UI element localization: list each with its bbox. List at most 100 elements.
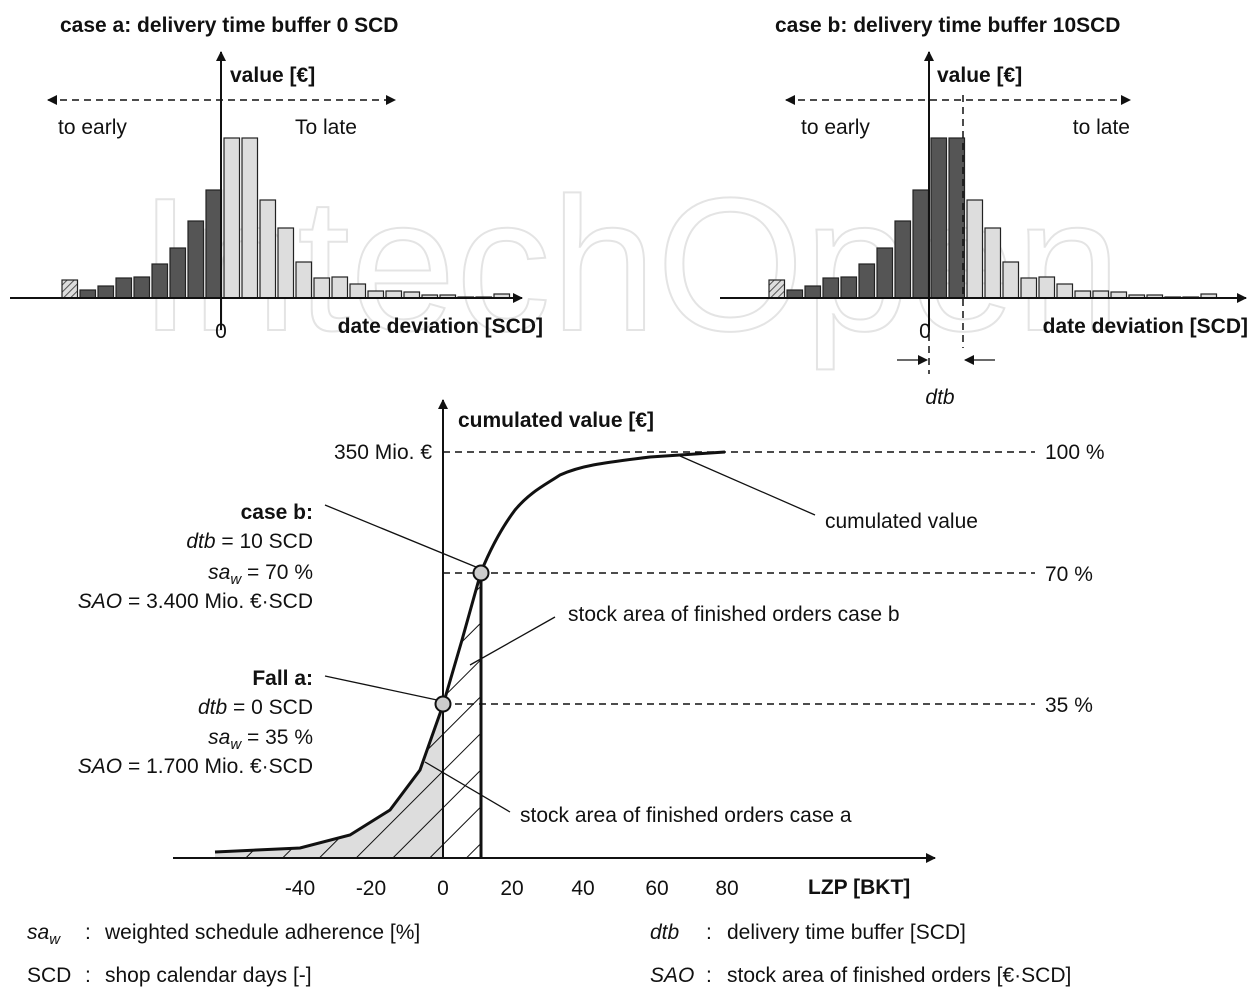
x-tick-label: -40 — [285, 877, 315, 900]
bar — [367, 290, 385, 299]
leader — [424, 761, 511, 813]
bar — [277, 227, 295, 299]
heading: case b: — [241, 501, 313, 524]
y-axis-label: value [€] — [230, 64, 315, 87]
x-axis-label: date deviation [SCD] — [338, 315, 543, 338]
leader — [324, 675, 438, 701]
level-label: 100 % — [1045, 441, 1105, 464]
early-label: to early — [58, 116, 127, 139]
bar — [1074, 290, 1092, 299]
zero-label: 0 — [919, 320, 931, 343]
x-axis-label: date deviation [SCD] — [1043, 315, 1248, 338]
x-ticks: -40 -20 0 20 40 60 80 — [285, 877, 739, 900]
bar — [1002, 261, 1020, 299]
bar — [1092, 290, 1110, 299]
bar — [1056, 283, 1074, 299]
legend-sep: : — [706, 964, 712, 987]
case-a-annotation: Fall a: dtb = 0 SCD saw = 35 % SAO = 1.7… — [78, 667, 313, 778]
sao: SAO = 1.700 Mio. €·SCD — [78, 755, 313, 778]
legend-symbol: SAO — [650, 964, 694, 987]
sa: saw = 35 % — [208, 726, 313, 753]
x-tick-label: 60 — [645, 877, 668, 900]
bar — [1020, 277, 1038, 299]
bar — [822, 277, 840, 299]
x-axis-label: LZP [BKT] — [808, 876, 910, 899]
title: case a: delivery time buffer 0 SCD — [60, 14, 398, 37]
case-b-annotation: case b: dtb = 10 SCD saw = 70 % SAO = 3.… — [78, 501, 313, 613]
bar — [768, 279, 786, 299]
histogram-a: case a: delivery time buffer 0 SCD value… — [10, 14, 543, 343]
case-a-point — [434, 695, 452, 713]
bar — [804, 285, 822, 299]
bar — [79, 289, 97, 299]
level-label: 35 % — [1045, 694, 1093, 717]
bar — [349, 283, 367, 299]
bar — [187, 220, 205, 299]
case-b-point — [472, 564, 490, 582]
bar — [151, 263, 169, 299]
bar — [840, 276, 858, 299]
x-tick-label: 20 — [500, 877, 523, 900]
heading: Fall a: — [252, 667, 313, 690]
bar — [966, 199, 984, 299]
legend-sep: : — [85, 921, 91, 944]
legend: saw : weighted schedule adherence [%] SC… — [27, 921, 1071, 987]
bar — [259, 199, 277, 299]
legend-symbol: dtb — [650, 921, 680, 944]
cumulative-chart: cumulated value [€] LZP [BKT] 350 Mio. €… — [78, 399, 1105, 900]
dtb: dtb = 0 SCD — [198, 696, 313, 719]
legend-sep: : — [706, 921, 712, 944]
legend-symbol: saw — [27, 921, 61, 948]
leader — [679, 455, 816, 516]
leader — [324, 504, 477, 568]
bar — [331, 276, 349, 299]
dtb: dtb = 10 SCD — [186, 530, 313, 553]
bar — [385, 290, 403, 299]
curve-label: cumulated value — [825, 510, 978, 533]
bar — [894, 220, 912, 299]
legend-text: stock area of finished orders [€·SCD] — [727, 964, 1071, 987]
x-tick-label: 0 — [437, 877, 449, 900]
bar — [205, 189, 223, 299]
histogram-b: case b: delivery time buffer 10SCD value… — [720, 14, 1248, 409]
bar — [858, 263, 876, 299]
bar — [984, 227, 1002, 299]
leader — [469, 616, 556, 666]
bar — [1038, 276, 1056, 299]
level-label: 70 % — [1045, 563, 1093, 586]
legend-text: delivery time buffer [SCD] — [727, 921, 966, 944]
bar — [876, 247, 894, 299]
late-label: To late — [295, 116, 357, 139]
stock-area-b — [443, 572, 481, 858]
late-label: to late — [1073, 116, 1130, 139]
bar — [133, 276, 151, 299]
bar — [241, 137, 259, 299]
early-label: to early — [801, 116, 870, 139]
bar — [912, 189, 930, 299]
legend-text: weighted schedule adherence [%] — [104, 921, 420, 944]
bar — [169, 247, 187, 299]
bar — [930, 137, 948, 299]
bar — [295, 261, 313, 299]
bar — [97, 285, 115, 299]
sa: saw = 70 % — [208, 561, 313, 588]
bar — [313, 277, 331, 299]
legend-text: shop calendar days [-] — [105, 964, 312, 987]
bar — [786, 289, 804, 299]
stock-b-label: stock area of finished orders case b — [568, 603, 900, 626]
zero-label: 0 — [215, 320, 227, 343]
sao: SAO = 3.400 Mio. €·SCD — [78, 590, 313, 613]
x-tick-label: 40 — [571, 877, 594, 900]
y-axis-label: cumulated value [€] — [458, 409, 654, 432]
stock-a-label: stock area of finished orders case a — [520, 804, 852, 827]
y-top-label: 350 Mio. € — [334, 441, 432, 464]
title: case b: delivery time buffer 10SCD — [775, 14, 1120, 37]
stock-area-a-hatch — [215, 705, 443, 858]
legend-symbol: SCD — [27, 964, 71, 987]
y-axis-label: value [€] — [937, 64, 1022, 87]
bar — [115, 277, 133, 299]
bar — [61, 279, 79, 299]
legend-sep: : — [85, 964, 91, 987]
dtb-label: dtb — [925, 386, 955, 409]
